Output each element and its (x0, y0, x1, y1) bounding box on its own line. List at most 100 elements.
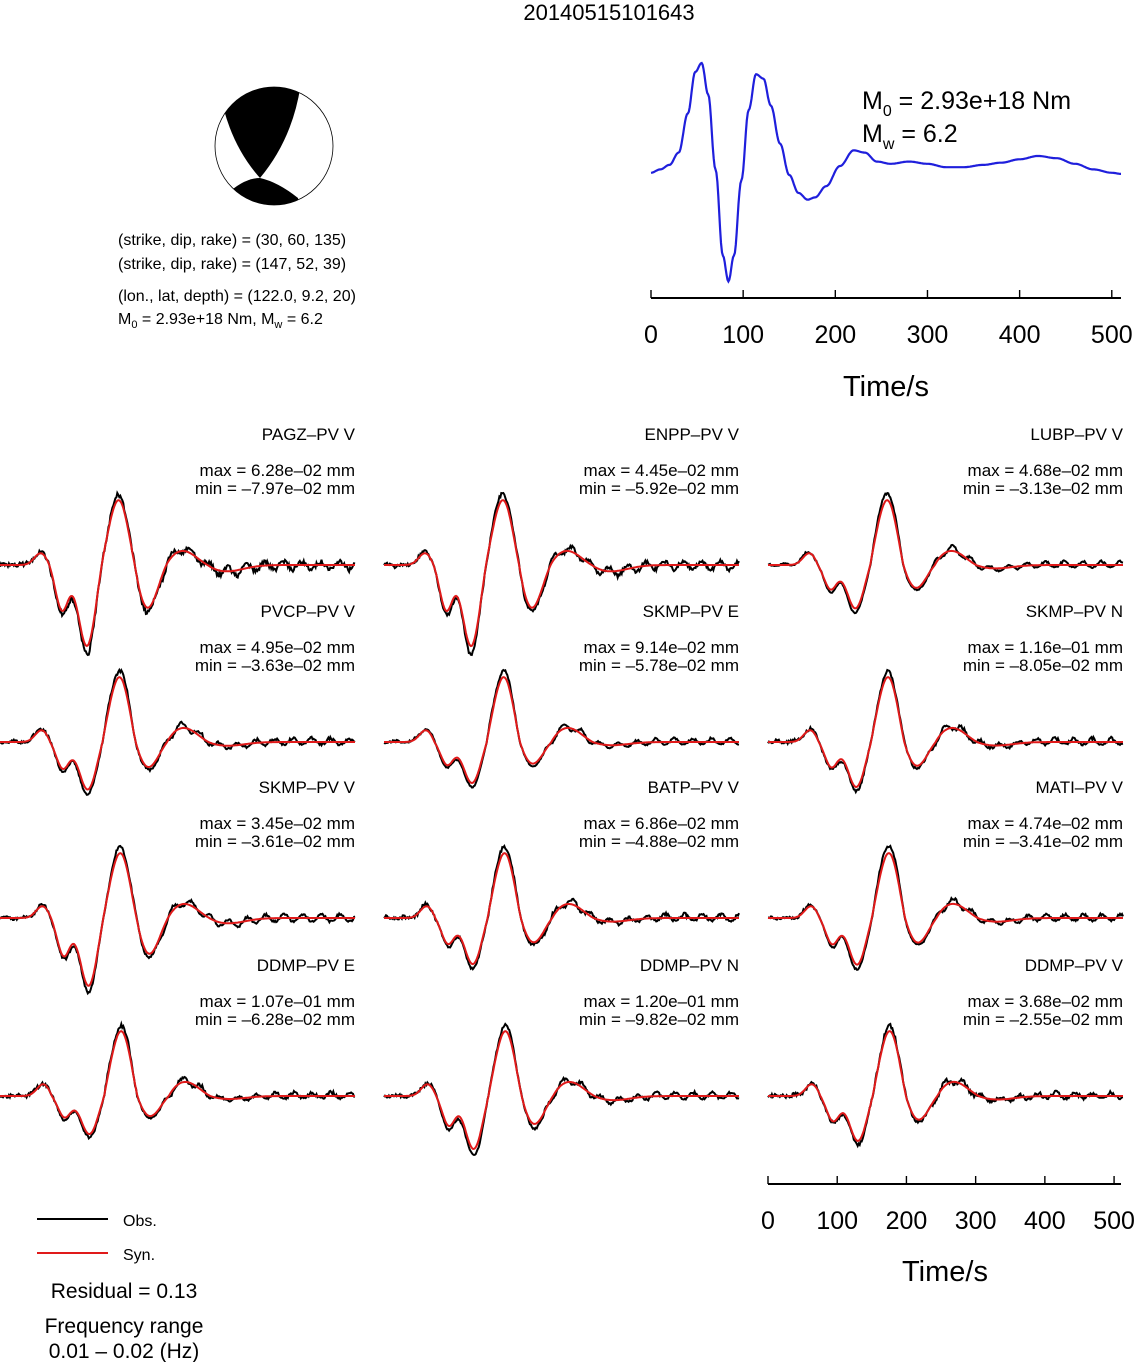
synthetic-waveform (0, 852, 355, 987)
frequency-range-value: 0.01 – 0.02 (Hz) (49, 1340, 200, 1362)
source-time-function-line (650, 61, 1121, 284)
min-amplitude-label: min = –6.28e–02 mm (195, 1010, 355, 1029)
max-amplitude-label: max = 1.16e–01 mm (968, 638, 1123, 657)
min-amplitude-label: min = –5.92e–02 mm (579, 479, 739, 498)
max-amplitude-label: max = 1.07e–01 mm (200, 992, 355, 1011)
min-amplitude-label: min = –3.61e–02 mm (195, 832, 355, 851)
stf-tick-label: 500 (1091, 321, 1133, 349)
nodal-plane-2: (strike, dip, rake) = (147, 52, 39) (118, 256, 346, 273)
stf-tick-label: 300 (907, 321, 949, 349)
synthetic-waveform (0, 1030, 355, 1135)
station-label: SKMP–PV E (643, 602, 739, 621)
station-label: DDMP–PV E (257, 956, 355, 975)
beachball-outline (214, 86, 334, 206)
waveform-axis-label: Time/s (902, 1256, 988, 1288)
station-label: MATI–PV V (1035, 778, 1123, 797)
waveform-tick-label: 100 (816, 1207, 858, 1235)
stf-time-axis: 0 100 200 300 400 500 (644, 290, 1133, 349)
waveform-tick-label: 0 (761, 1207, 775, 1235)
max-amplitude-label: max = 4.68e–02 mm (968, 461, 1123, 480)
observed-waveform (383, 1022, 740, 1156)
observed-waveform (0, 1020, 356, 1141)
min-amplitude-label: min = –3.13e–02 mm (963, 479, 1123, 498)
waveform-time-axis: 0 100 200 300 400 500 (761, 1176, 1135, 1235)
focal-mechanism-beachball (214, 86, 334, 206)
station-label: DDMP–PV V (1025, 956, 1124, 975)
event-magnitude: M0 = 2.93e+18 Nm, Mw = 6.2 (118, 311, 323, 331)
station-label: ENPP–PV V (645, 425, 740, 444)
stf-tick-label: 400 (999, 321, 1041, 349)
station-label: LUBP–PV V (1030, 425, 1123, 444)
waveform-tick-label: 500 (1093, 1207, 1135, 1235)
synthetic-waveform (384, 499, 739, 648)
synthetic-waveform (0, 499, 355, 648)
frequency-range-label: Frequency range (45, 1315, 204, 1338)
observed-waveform (383, 491, 740, 657)
nodal-plane-1: (strike, dip, rake) = (30, 60, 135) (118, 232, 346, 249)
waveform-tick-label: 400 (1024, 1207, 1066, 1235)
residual-label: Residual = 0.13 (51, 1280, 198, 1303)
min-amplitude-label: min = –9.82e–02 mm (579, 1010, 739, 1029)
waveform-tick-label: 300 (955, 1207, 997, 1235)
observed-waveform (767, 844, 1124, 971)
synthetic-waveform (768, 676, 1123, 789)
min-amplitude-label: min = –5.78e–02 mm (579, 656, 739, 675)
min-amplitude-label: min = –4.88e–02 mm (579, 832, 739, 851)
min-amplitude-label: min = –7.97e–02 mm (195, 479, 355, 498)
max-amplitude-label: max = 4.74e–02 mm (968, 814, 1123, 833)
min-amplitude-label: min = –8.05e–02 mm (963, 656, 1123, 675)
stf-moment-label: M0 = 2.93e+18 Nm (862, 87, 1071, 120)
min-amplitude-label: min = –2.55e–02 mm (963, 1010, 1123, 1029)
max-amplitude-label: max = 4.45e–02 mm (584, 461, 739, 480)
synthetic-waveform (384, 676, 739, 785)
station-label: PAGZ–PV V (262, 425, 356, 444)
max-amplitude-label: max = 9.14e–02 mm (584, 638, 739, 657)
stf-axis-label: Time/s (843, 371, 929, 403)
max-amplitude-label: max = 6.86e–02 mm (584, 814, 739, 833)
legend: Obs. Syn. (37, 1213, 157, 1264)
max-amplitude-label: max = 4.95e–02 mm (200, 638, 355, 657)
synthetic-waveform (0, 676, 355, 791)
observed-waveform (0, 490, 356, 657)
synthetic-waveform (384, 852, 739, 966)
observed-waveform (0, 667, 356, 796)
event-location: (lon., lat, depth) = (122.0, 9.2, 20) (118, 288, 356, 305)
station-label: DDMP–PV N (640, 956, 739, 975)
stf-magnitude-label: Mw = 6.2 (862, 120, 958, 153)
stf-tick-label: 0 (644, 321, 658, 349)
legend-syn-label: Syn. (123, 1247, 155, 1264)
min-amplitude-label: min = –3.63e–02 mm (195, 656, 355, 675)
synthetic-waveform (768, 499, 1123, 610)
max-amplitude-label: max = 3.45e–02 mm (200, 814, 355, 833)
station-label: BATP–PV V (648, 778, 740, 797)
station-label: SKMP–PV N (1026, 602, 1123, 621)
station-label: PVCP–PV V (261, 602, 356, 621)
chart-title: 20140515101643 (523, 0, 694, 25)
waveform-tick-label: 200 (886, 1207, 928, 1235)
stf-tick-label: 100 (722, 321, 764, 349)
max-amplitude-label: max = 6.28e–02 mm (200, 461, 355, 480)
legend-obs-label: Obs. (123, 1213, 157, 1230)
station-label: SKMP–PV V (259, 778, 356, 797)
max-amplitude-label: max = 3.68e–02 mm (968, 992, 1123, 1011)
synthetic-waveform (768, 1030, 1123, 1142)
synthetic-waveform (768, 852, 1123, 966)
stf-tick-label: 200 (814, 321, 856, 349)
max-amplitude-label: max = 1.20e–01 mm (584, 992, 739, 1011)
source-time-function-plot: M0 = 2.93e+18 Nm Mw = 6.2 0 100 200 300 400 5… (644, 61, 1133, 403)
synthetic-waveform (384, 1030, 739, 1151)
